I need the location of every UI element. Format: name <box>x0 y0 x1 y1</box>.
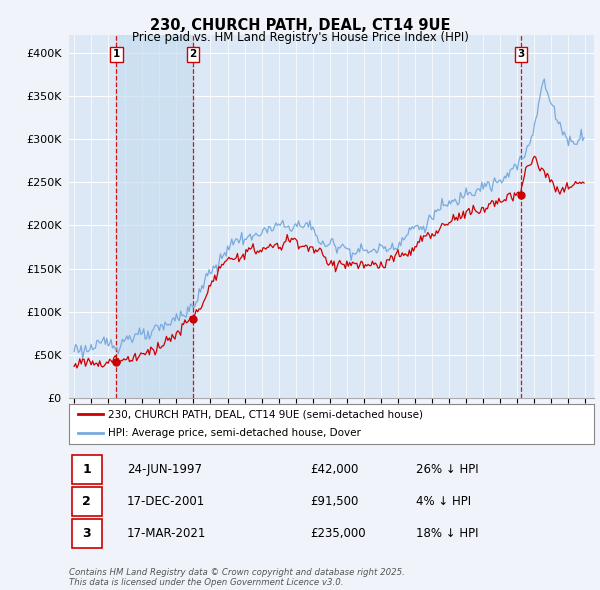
Text: 1: 1 <box>82 463 91 476</box>
Text: 230, CHURCH PATH, DEAL, CT14 9UE (semi-detached house): 230, CHURCH PATH, DEAL, CT14 9UE (semi-d… <box>109 409 424 419</box>
Text: 4% ↓ HPI: 4% ↓ HPI <box>415 494 470 507</box>
Text: HPI: Average price, semi-detached house, Dover: HPI: Average price, semi-detached house,… <box>109 428 361 438</box>
Text: 26% ↓ HPI: 26% ↓ HPI <box>415 463 478 476</box>
Text: 24-JUN-1997: 24-JUN-1997 <box>127 463 202 476</box>
Text: 3: 3 <box>517 50 524 60</box>
Text: Contains HM Land Registry data © Crown copyright and database right 2025.
This d: Contains HM Land Registry data © Crown c… <box>69 568 405 587</box>
Bar <box>116 35 193 398</box>
FancyBboxPatch shape <box>71 487 102 516</box>
Text: 17-DEC-2001: 17-DEC-2001 <box>127 494 205 507</box>
FancyBboxPatch shape <box>71 454 102 484</box>
Text: £42,000: £42,000 <box>311 463 359 476</box>
Text: 1: 1 <box>113 50 120 60</box>
Text: 2: 2 <box>82 494 91 507</box>
FancyBboxPatch shape <box>71 519 102 548</box>
Text: 17-MAR-2021: 17-MAR-2021 <box>127 526 206 540</box>
Text: £91,500: £91,500 <box>311 494 359 507</box>
Text: £235,000: £235,000 <box>311 526 366 540</box>
Text: 3: 3 <box>83 526 91 540</box>
Text: 18% ↓ HPI: 18% ↓ HPI <box>415 526 478 540</box>
Text: 2: 2 <box>189 50 196 60</box>
Text: 230, CHURCH PATH, DEAL, CT14 9UE: 230, CHURCH PATH, DEAL, CT14 9UE <box>150 18 450 32</box>
Text: Price paid vs. HM Land Registry's House Price Index (HPI): Price paid vs. HM Land Registry's House … <box>131 31 469 44</box>
